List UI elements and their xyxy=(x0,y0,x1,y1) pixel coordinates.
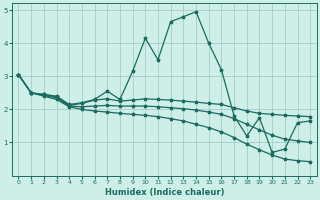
X-axis label: Humidex (Indice chaleur): Humidex (Indice chaleur) xyxy=(105,188,224,197)
